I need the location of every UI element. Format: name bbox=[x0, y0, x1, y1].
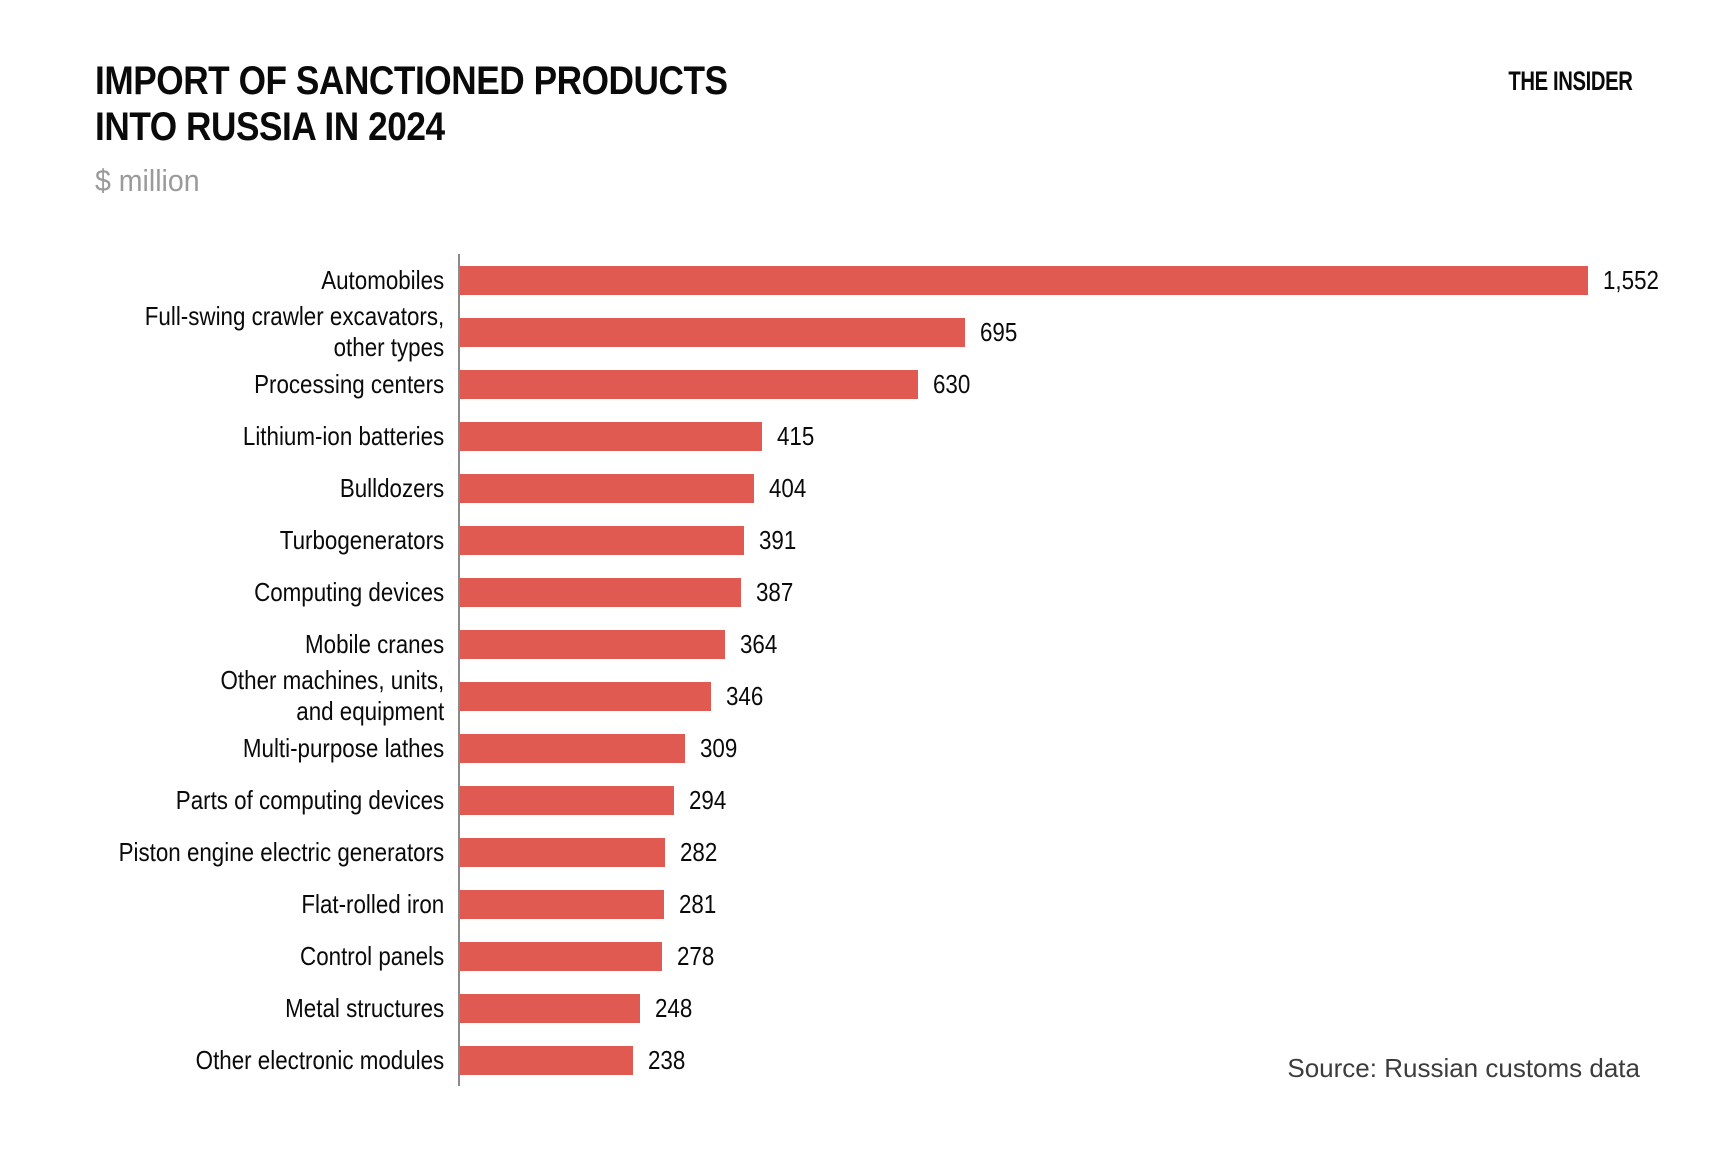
bar bbox=[460, 421, 762, 451]
source-credit: Source: Russian customs data bbox=[1287, 1053, 1640, 1083]
value-label: 630 bbox=[933, 368, 971, 399]
bar-area: 278 bbox=[458, 930, 1732, 982]
bar-area: 364 bbox=[458, 618, 1732, 670]
chart-row: Turbogenerators 391 bbox=[0, 514, 1732, 566]
value-label: 404 bbox=[769, 472, 807, 503]
title-line-2: INTO RUSSIA IN 2024 bbox=[95, 105, 445, 149]
category-label: Turbogenerators bbox=[279, 524, 445, 555]
chart-row: Multi-purpose lathes 309 bbox=[0, 722, 1732, 774]
value-label: 248 bbox=[655, 992, 693, 1023]
bar-chart: Automobiles 1,552 Full-swing crawler exc… bbox=[0, 254, 1732, 1086]
value-label: 309 bbox=[700, 732, 738, 763]
bar-area: 346 bbox=[458, 670, 1732, 722]
chart-row: Computing devices 387 bbox=[0, 566, 1732, 618]
category-label: Multi-purpose lathes bbox=[242, 732, 445, 763]
value-label: 695 bbox=[980, 316, 1018, 347]
bar-area: 391 bbox=[458, 514, 1732, 566]
bar bbox=[460, 577, 741, 607]
category-label: Automobiles bbox=[321, 264, 445, 295]
bar-area: 282 bbox=[458, 826, 1732, 878]
value-label: 415 bbox=[777, 420, 815, 451]
category-label: Lithium-ion batteries bbox=[242, 420, 445, 451]
bar bbox=[460, 629, 725, 659]
bar-area: 1,552 bbox=[458, 254, 1732, 306]
chart-row: Parts of computing devices 294 bbox=[0, 774, 1732, 826]
category-label: Processing centers bbox=[254, 368, 445, 399]
bar-area: 294 bbox=[458, 774, 1732, 826]
chart-row: Control panels 278 bbox=[0, 930, 1732, 982]
value-label: 346 bbox=[726, 680, 764, 711]
chart-row: Bulldozers 404 bbox=[0, 462, 1732, 514]
bar-area: 309 bbox=[458, 722, 1732, 774]
bar-area: 238 bbox=[458, 1034, 1732, 1086]
chart-row: Flat-rolled iron 281 bbox=[0, 878, 1732, 930]
bar-area: 387 bbox=[458, 566, 1732, 618]
category-label: Control panels bbox=[300, 940, 445, 971]
chart-row: Other machines, units, and equipment 346 bbox=[0, 665, 1732, 726]
chart-row: Mobile cranes 364 bbox=[0, 618, 1732, 670]
category-label: Metal structures bbox=[285, 992, 445, 1023]
bar bbox=[460, 837, 665, 867]
value-label: 294 bbox=[689, 784, 727, 815]
bar bbox=[460, 889, 664, 919]
chart-row: Piston engine electric generators 282 bbox=[0, 826, 1732, 878]
bar-area: 415 bbox=[458, 410, 1732, 462]
chart-row: Processing centers 630 bbox=[0, 358, 1732, 410]
bar bbox=[460, 941, 662, 971]
category-label: Computing devices bbox=[254, 576, 445, 607]
value-label: 238 bbox=[648, 1044, 686, 1075]
category-label: Other machines, units, and equipment bbox=[220, 665, 445, 726]
chart-row: Automobiles 1,552 bbox=[0, 254, 1732, 306]
bar bbox=[460, 785, 674, 815]
bar-area: 695 bbox=[458, 306, 1732, 358]
title-line-1: IMPORT OF SANCTIONED PRODUCTS bbox=[95, 59, 728, 103]
value-label: 364 bbox=[740, 628, 778, 659]
chart-unit-subtitle: $ million bbox=[95, 163, 200, 198]
bar-area: 404 bbox=[458, 462, 1732, 514]
bar bbox=[460, 525, 744, 555]
chart-row: Other electronic modules 238 bbox=[0, 1034, 1732, 1086]
chart-row: Metal structures 248 bbox=[0, 982, 1732, 1034]
bar-area: 248 bbox=[458, 982, 1732, 1034]
bar bbox=[460, 473, 754, 503]
chart-row: Lithium-ion batteries 415 bbox=[0, 410, 1732, 462]
brand-logo: THE INSIDER bbox=[1508, 66, 1634, 96]
bar bbox=[460, 1045, 633, 1075]
bar bbox=[460, 993, 640, 1023]
bar bbox=[460, 369, 918, 399]
bar bbox=[460, 265, 1588, 295]
value-label: 387 bbox=[756, 576, 794, 607]
value-label: 282 bbox=[680, 836, 718, 867]
bar bbox=[460, 733, 685, 763]
value-label: 391 bbox=[759, 524, 797, 555]
category-label: Mobile cranes bbox=[305, 628, 445, 659]
chart-row: Full-swing crawler excavators, other typ… bbox=[0, 301, 1732, 362]
category-label: Piston engine electric generators bbox=[118, 836, 445, 867]
bar-area: 630 bbox=[458, 358, 1732, 410]
value-label: 1,552 bbox=[1603, 264, 1659, 295]
page-title: IMPORT OF SANCTIONED PRODUCTS INTO RUSSIA… bbox=[95, 58, 728, 150]
category-label: Flat-rolled iron bbox=[301, 888, 445, 919]
category-label: Bulldozers bbox=[339, 472, 445, 503]
value-label: 278 bbox=[677, 940, 715, 971]
value-label: 281 bbox=[679, 888, 717, 919]
bar bbox=[460, 317, 965, 347]
category-label: Parts of computing devices bbox=[175, 784, 445, 815]
category-label: Full-swing crawler excavators, other typ… bbox=[144, 301, 445, 362]
bar bbox=[460, 681, 711, 711]
bar-area: 281 bbox=[458, 878, 1732, 930]
category-label: Other electronic modules bbox=[195, 1044, 445, 1075]
